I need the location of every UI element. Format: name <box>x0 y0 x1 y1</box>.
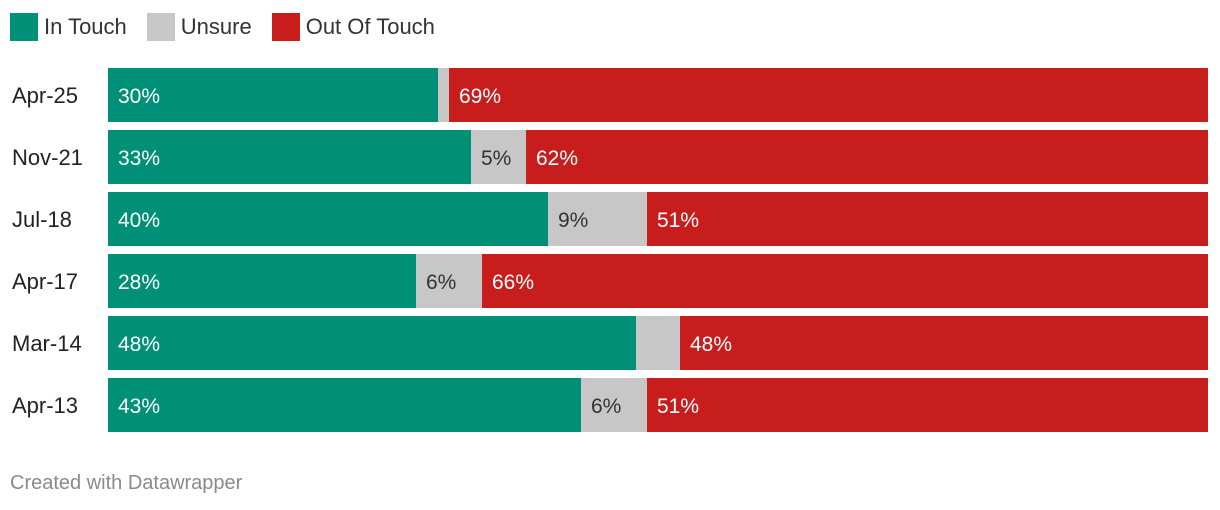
bar-row-jul-18: Jul-18 40% 9% 51% <box>12 192 1208 246</box>
data-label-in-touch: 48% <box>118 333 160 356</box>
bar-segment-in-touch <box>108 378 581 432</box>
bar-row-apr-17: Apr-17 28% 6% 66% <box>12 254 1208 308</box>
data-label-out-of-touch: 51% <box>657 395 699 418</box>
category-label: Apr-17 <box>12 269 78 294</box>
data-label-in-touch: 40% <box>118 209 160 232</box>
bar-row-apr-13: Apr-13 43% 6% 51% <box>12 378 1208 432</box>
legend-swatch-out-of-touch <box>271 13 300 41</box>
legend-item-unsure: Unsure <box>146 13 252 41</box>
data-label-unsure: 6% <box>426 271 456 294</box>
bar-row-mar-14: Mar-14 48% 48% <box>12 316 1208 370</box>
stacked-bar-chart: Apr-25 30% 69% Nov-21 33% 5% 62% Jul-18 40% 9% 51%… <box>12 68 1208 432</box>
data-label-unsure: 6% <box>591 395 621 418</box>
data-label-in-touch: 43% <box>118 395 160 418</box>
data-label-out-of-touch: 51% <box>657 209 699 232</box>
data-label-in-touch: 30% <box>118 85 160 108</box>
bar-segment-unsure <box>581 378 647 432</box>
legend-label-out-of-touch: Out Of Touch <box>305 14 435 39</box>
data-label-unsure: 9% <box>558 209 588 232</box>
legend: In Touch Unsure Out Of Touch <box>10 12 455 42</box>
legend-label-in-touch: In Touch <box>44 14 127 39</box>
bar-segment-in-touch <box>108 316 636 370</box>
category-label: Jul-18 <box>12 207 72 232</box>
bar-segment-unsure <box>416 254 482 308</box>
legend-label-unsure: Unsure <box>180 14 252 39</box>
bar-segment-in-touch <box>108 68 438 122</box>
bar-segment-unsure <box>471 130 526 184</box>
category-label: Mar-14 <box>12 331 82 356</box>
bar-segment-out-of-touch <box>647 192 1208 246</box>
legend-swatch-unsure <box>146 13 175 41</box>
category-label: Apr-13 <box>12 393 78 418</box>
bar-segment-in-touch <box>108 192 548 246</box>
bar-segment-in-touch <box>108 130 471 184</box>
category-label: Nov-21 <box>12 145 83 170</box>
legend-swatch-in-touch <box>10 13 38 41</box>
bar-segment-out-of-touch <box>526 130 1208 184</box>
legend-item-out-of-touch: Out Of Touch <box>271 13 435 41</box>
data-label-out-of-touch: 48% <box>690 333 732 356</box>
bar-segment-in-touch <box>108 254 416 308</box>
bar-segment-out-of-touch <box>482 254 1208 308</box>
category-label: Apr-25 <box>12 83 78 108</box>
data-label-out-of-touch: 66% <box>492 271 534 294</box>
bar-row-apr-25: Apr-25 30% 69% <box>12 68 1208 122</box>
data-label-in-touch: 28% <box>118 271 160 294</box>
data-label-out-of-touch: 69% <box>459 85 501 108</box>
bar-segment-out-of-touch <box>449 68 1208 122</box>
bar-row-nov-21: Nov-21 33% 5% 62% <box>12 130 1208 184</box>
bar-segment-out-of-touch <box>680 316 1208 370</box>
bar-segment-unsure <box>548 192 647 246</box>
footer-credit: Created with Datawrapper <box>10 472 243 494</box>
data-label-in-touch: 33% <box>118 147 160 170</box>
data-label-unsure: 5% <box>481 147 511 170</box>
data-label-out-of-touch: 62% <box>536 147 578 170</box>
bar-segment-unsure <box>636 316 680 370</box>
bar-segment-out-of-touch <box>647 378 1208 432</box>
bar-segment-unsure <box>438 68 449 122</box>
legend-item-in-touch: In Touch <box>10 13 127 41</box>
